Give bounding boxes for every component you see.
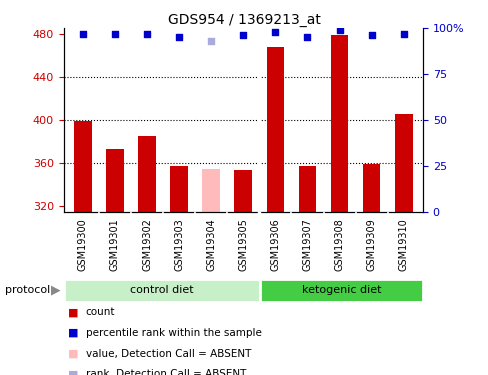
Text: ■: ■ <box>68 328 79 338</box>
Bar <box>330 34 347 212</box>
Text: GSM19309: GSM19309 <box>366 218 376 271</box>
Point <box>175 34 183 40</box>
Point <box>335 27 343 33</box>
Text: rank, Detection Call = ABSENT: rank, Detection Call = ABSENT <box>85 369 245 375</box>
Text: GSM19303: GSM19303 <box>174 218 183 271</box>
Point <box>143 31 151 37</box>
Text: control diet: control diet <box>129 285 193 295</box>
Bar <box>202 169 220 212</box>
Bar <box>138 136 156 212</box>
Text: ■: ■ <box>68 308 79 317</box>
Text: GSM19308: GSM19308 <box>334 218 344 271</box>
Text: GSM19301: GSM19301 <box>110 218 120 271</box>
Text: ketogenic diet: ketogenic diet <box>301 285 380 295</box>
Bar <box>170 166 187 212</box>
Point <box>271 29 279 35</box>
Text: ■: ■ <box>68 369 79 375</box>
Bar <box>394 114 412 212</box>
Bar <box>298 166 316 212</box>
Text: percentile rank within the sample: percentile rank within the sample <box>85 328 261 338</box>
Bar <box>63 279 259 302</box>
Text: GSM19300: GSM19300 <box>78 218 88 271</box>
Text: GSM19310: GSM19310 <box>398 218 408 271</box>
Text: ■: ■ <box>68 349 79 358</box>
Text: count: count <box>85 308 115 317</box>
Text: GSM19302: GSM19302 <box>142 218 152 271</box>
Text: GSM19304: GSM19304 <box>206 218 216 271</box>
Bar <box>106 149 123 212</box>
Point <box>111 31 119 37</box>
Point <box>207 38 215 44</box>
Point <box>367 33 375 39</box>
Bar <box>362 164 380 212</box>
Point <box>239 33 246 39</box>
Point <box>79 31 86 37</box>
Bar <box>266 46 284 212</box>
Text: GSM19307: GSM19307 <box>302 218 312 271</box>
Text: ▶: ▶ <box>51 284 61 297</box>
Point <box>399 31 407 37</box>
Text: GSM19305: GSM19305 <box>238 218 248 271</box>
Point <box>303 34 311 40</box>
Text: value, Detection Call = ABSENT: value, Detection Call = ABSENT <box>85 349 250 358</box>
Text: GDS954 / 1369213_at: GDS954 / 1369213_at <box>168 13 320 27</box>
Bar <box>259 279 422 302</box>
Text: GSM19306: GSM19306 <box>270 218 280 271</box>
Bar <box>74 121 91 212</box>
Bar <box>234 170 252 212</box>
Text: protocol: protocol <box>5 285 50 295</box>
